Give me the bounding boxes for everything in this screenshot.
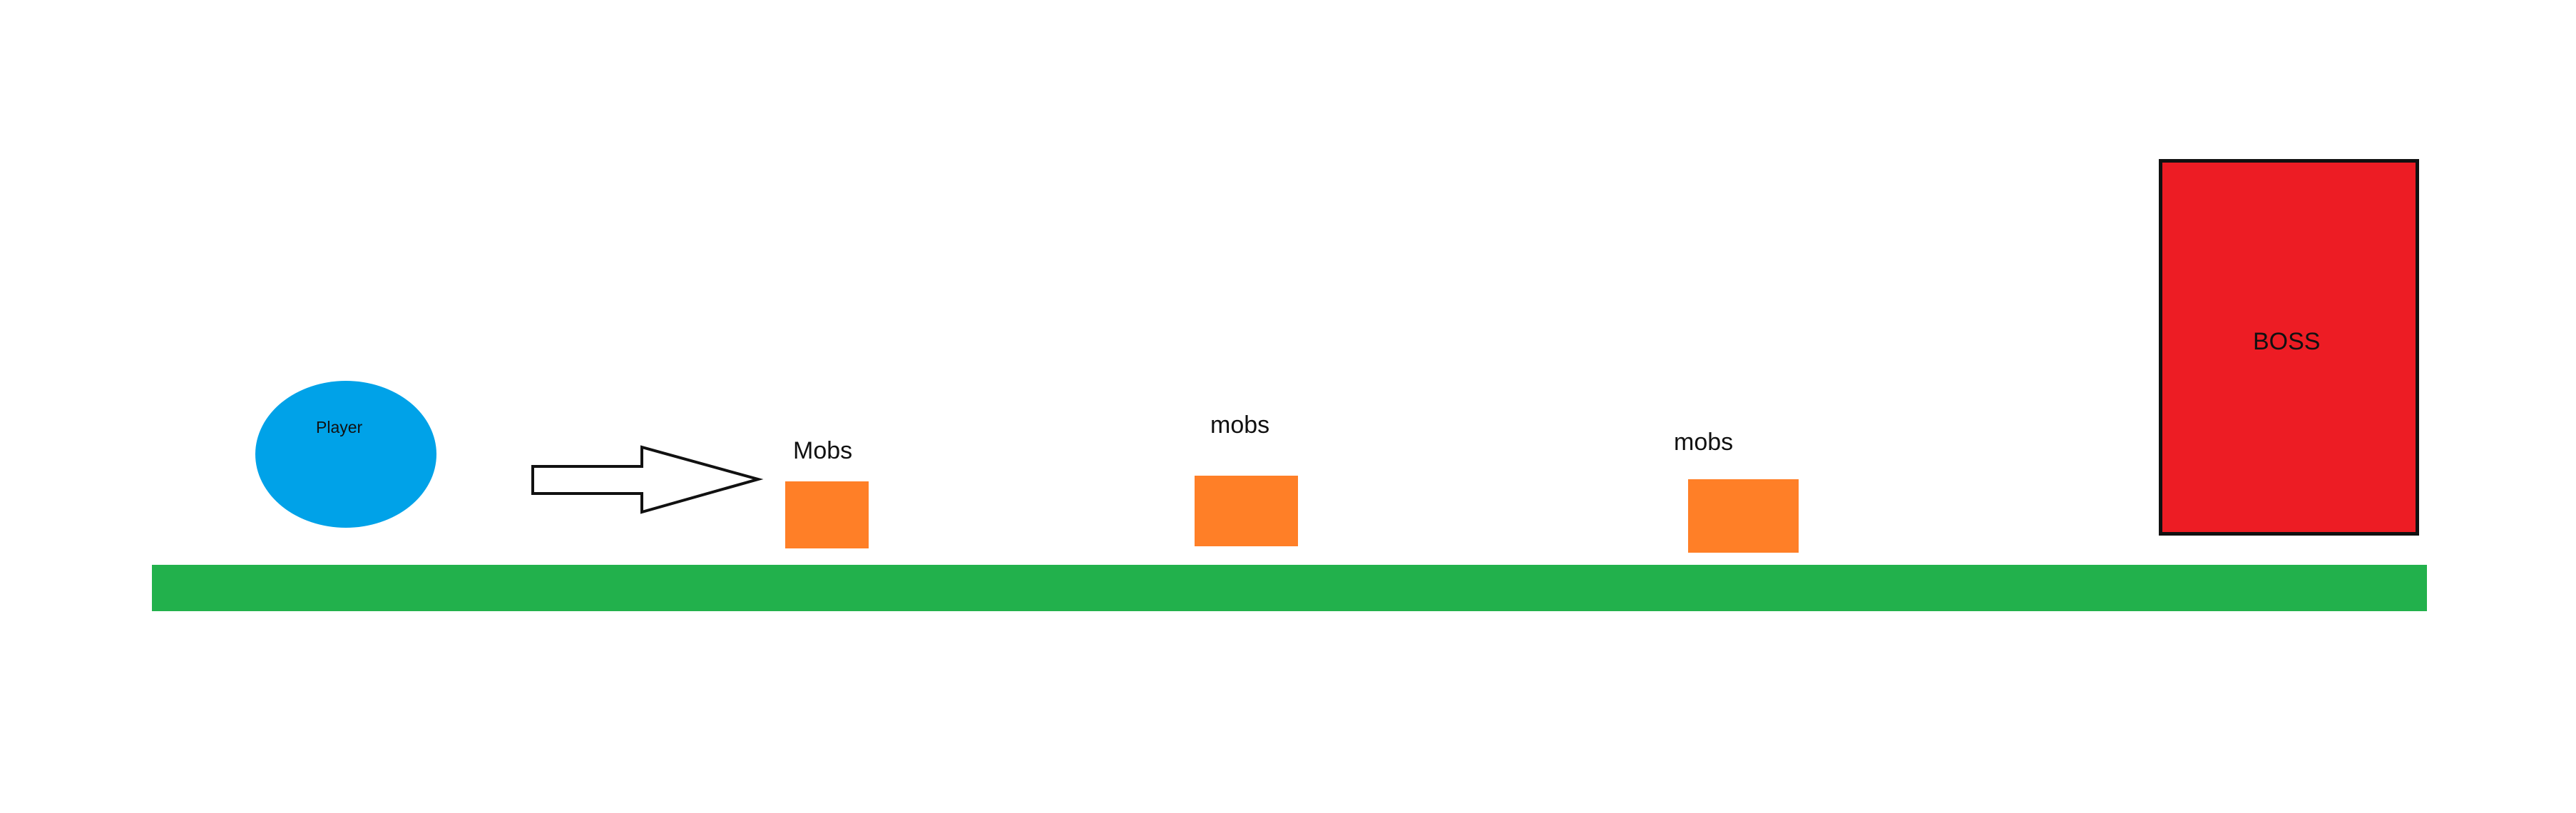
mob-label-1: Mobs: [793, 437, 853, 464]
right-arrow-icon: [531, 445, 764, 514]
mob-block-1: [785, 481, 869, 548]
ground-bar: [152, 565, 2427, 611]
player-ellipse: [255, 381, 436, 528]
mob-label-3: mobs: [1674, 429, 1734, 456]
player-label: Player: [316, 418, 363, 436]
mob-block-3: [1688, 479, 1799, 553]
boss-label: BOSS: [2253, 328, 2321, 355]
boss-block: [2159, 159, 2419, 536]
mob-block-2: [1195, 476, 1298, 546]
arrow-shape: [531, 445, 764, 514]
mob-label-2: mobs: [1210, 411, 1270, 439]
